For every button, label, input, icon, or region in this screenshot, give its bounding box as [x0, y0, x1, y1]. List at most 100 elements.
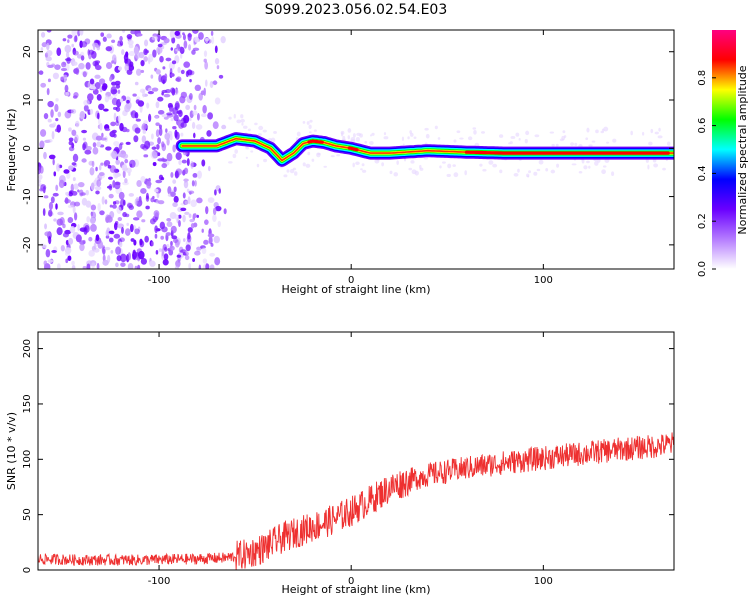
colorbar-tick-label: 0.8: [697, 70, 708, 86]
spectrogram-noise-cell: [218, 74, 224, 79]
spectrogram-noise-cell: [74, 35, 78, 42]
spectrogram-noise-cell: [207, 112, 213, 120]
spectrogram-noise-cell: [155, 144, 160, 150]
spectrogram-noise-cell: [151, 241, 154, 247]
spectrogram-noise-cell: [193, 104, 197, 111]
spectrogram-noise-cell: [117, 217, 123, 222]
snr-y-tick-label: 0: [22, 567, 33, 573]
spectrogram-noise-cell: [172, 202, 178, 208]
spectrogram-noise-cell: [144, 235, 149, 243]
spectrogram-noise-cell: [134, 265, 138, 269]
spectrogram-noise-cell: [40, 47, 44, 52]
spectrogram-noise-cell: [89, 167, 95, 176]
spectrogram-noise-cell: [67, 255, 72, 261]
spectrogram-noise-cell: [52, 122, 57, 127]
spectrogram-noise-cell: [393, 172, 399, 177]
spectrogram-noise-cell: [133, 135, 139, 143]
spectrogram-noise-cell: [58, 179, 65, 189]
spectrogram-noise-cell: [170, 225, 177, 234]
spectrogram-noise-cell: [140, 175, 146, 183]
spectrogram-noise-cell: [154, 233, 158, 239]
spectrogram-noise-cell: [135, 68, 142, 76]
spectrogram-noise-cell: [139, 88, 146, 94]
spectrogram-noise-cell: [193, 222, 198, 228]
spectrogram-noise-cell: [46, 42, 50, 51]
spectrogram-noise-cell: [116, 206, 122, 214]
spectrogram-noise-cell: [56, 218, 63, 226]
colorbar-tick-label: 0.4: [697, 165, 708, 181]
spectrogram-noise-cell: [311, 158, 315, 162]
spectrogram-noise-cell: [119, 40, 124, 46]
spectrogram-noise-cell: [101, 196, 105, 205]
spectrogram-noise-cell: [408, 167, 413, 171]
spectrogram-noise-cell: [606, 141, 610, 144]
spectrogram-noise-cell: [194, 36, 199, 43]
spectrogram-noise-cell: [110, 121, 117, 127]
spectrogram-noise-cell: [350, 139, 356, 143]
spectrogram-noise-cell: [166, 244, 170, 248]
spectrogram-noise-cell: [40, 129, 47, 137]
spectrogram-y-tick-label: -20: [22, 237, 33, 253]
spectrogram-noise-cell: [82, 141, 88, 149]
spectrogram-noise-cell: [140, 60, 145, 67]
spectrogram-noise-cell: [407, 136, 410, 140]
spectrogram-noise-cell: [488, 160, 494, 165]
spectrogram-noise-cell: [203, 58, 207, 63]
spectrogram-noise-cell: [220, 35, 226, 44]
spectrogram-noise-cell: [141, 219, 146, 223]
spectrogram-noise-cell: [228, 161, 233, 164]
spectrogram-noise-cell: [170, 240, 173, 246]
spectrogram-x-axis-label: Height of straight line (km): [281, 283, 430, 296]
spectrogram-noise-cell: [88, 236, 93, 242]
spectrogram-noise-cell: [73, 183, 79, 190]
spectrogram-noise-cell: [90, 204, 97, 211]
spectrogram-noise-cell: [117, 115, 121, 123]
spectrogram-noise-cell: [67, 216, 74, 224]
spectrogram-noise-cell: [44, 139, 51, 143]
spectrogram-noise-cell: [204, 61, 209, 70]
spectrogram-noise-cell: [79, 227, 87, 232]
spectrogram-noise-cell: [210, 30, 214, 36]
spectrogram-noise-cell: [46, 87, 50, 96]
spectrogram-noise-cell: [180, 207, 187, 212]
spectrogram-noise-cell: [574, 142, 578, 147]
spectrogram-noise-cell: [60, 244, 65, 252]
spectrogram-noise-cell: [54, 103, 59, 113]
spectrogram-noise-cell: [182, 169, 186, 176]
spectrogram-noise-cell: [163, 253, 169, 261]
spectrogram-noise-cell: [240, 118, 245, 123]
spectrogram-noise-cell: [161, 163, 168, 169]
spectrogram-noise-cell: [160, 176, 165, 181]
spectrogram-noise-cell: [464, 170, 467, 176]
spectrogram-noise-cell: [184, 211, 190, 215]
spectrogram-noise-cell: [133, 239, 137, 246]
spectrogram-noise-cell: [97, 117, 101, 126]
spectrogram-noise-cell: [209, 264, 215, 269]
spectrogram-noise-cell: [518, 137, 521, 141]
spectrogram-noise-cell: [158, 248, 163, 252]
spectrogram-noise-cell: [97, 202, 101, 212]
spectrogram-noise-cell: [155, 69, 161, 75]
spectrogram-noise-cell: [570, 142, 575, 146]
spectrogram-noise-cell: [194, 250, 201, 256]
spectrogram-noise-cell: [174, 170, 179, 179]
spectrogram-noise-cell: [44, 223, 48, 230]
spectrogram-noise-cell: [114, 80, 121, 86]
spectrogram-noise-cell: [234, 149, 239, 154]
spectrogram-noise-cell: [71, 190, 78, 196]
spectrogram-noise-cell: [270, 137, 276, 143]
spectrogram-noise-cell: [459, 137, 464, 140]
spectrogram-noise-cell: [172, 179, 177, 184]
spectrogram-noise-cell: [40, 82, 47, 88]
spectrogram-noise-cell: [453, 172, 459, 178]
spectrogram-noise-cell: [82, 71, 87, 78]
spectrogram-noise-cell: [208, 236, 213, 245]
spectrogram-noise-cell: [308, 124, 312, 130]
spectrogram-noise-cell: [89, 78, 95, 85]
spectrogram-noise-cell: [424, 127, 429, 131]
spectrogram-noise-cell: [143, 56, 148, 62]
spectrogram-noise-cell: [549, 131, 555, 134]
spectrogram-noise-cell: [369, 134, 373, 137]
spectrogram-noise-cell: [67, 34, 73, 39]
spectrogram-noise-cell: [96, 262, 100, 269]
